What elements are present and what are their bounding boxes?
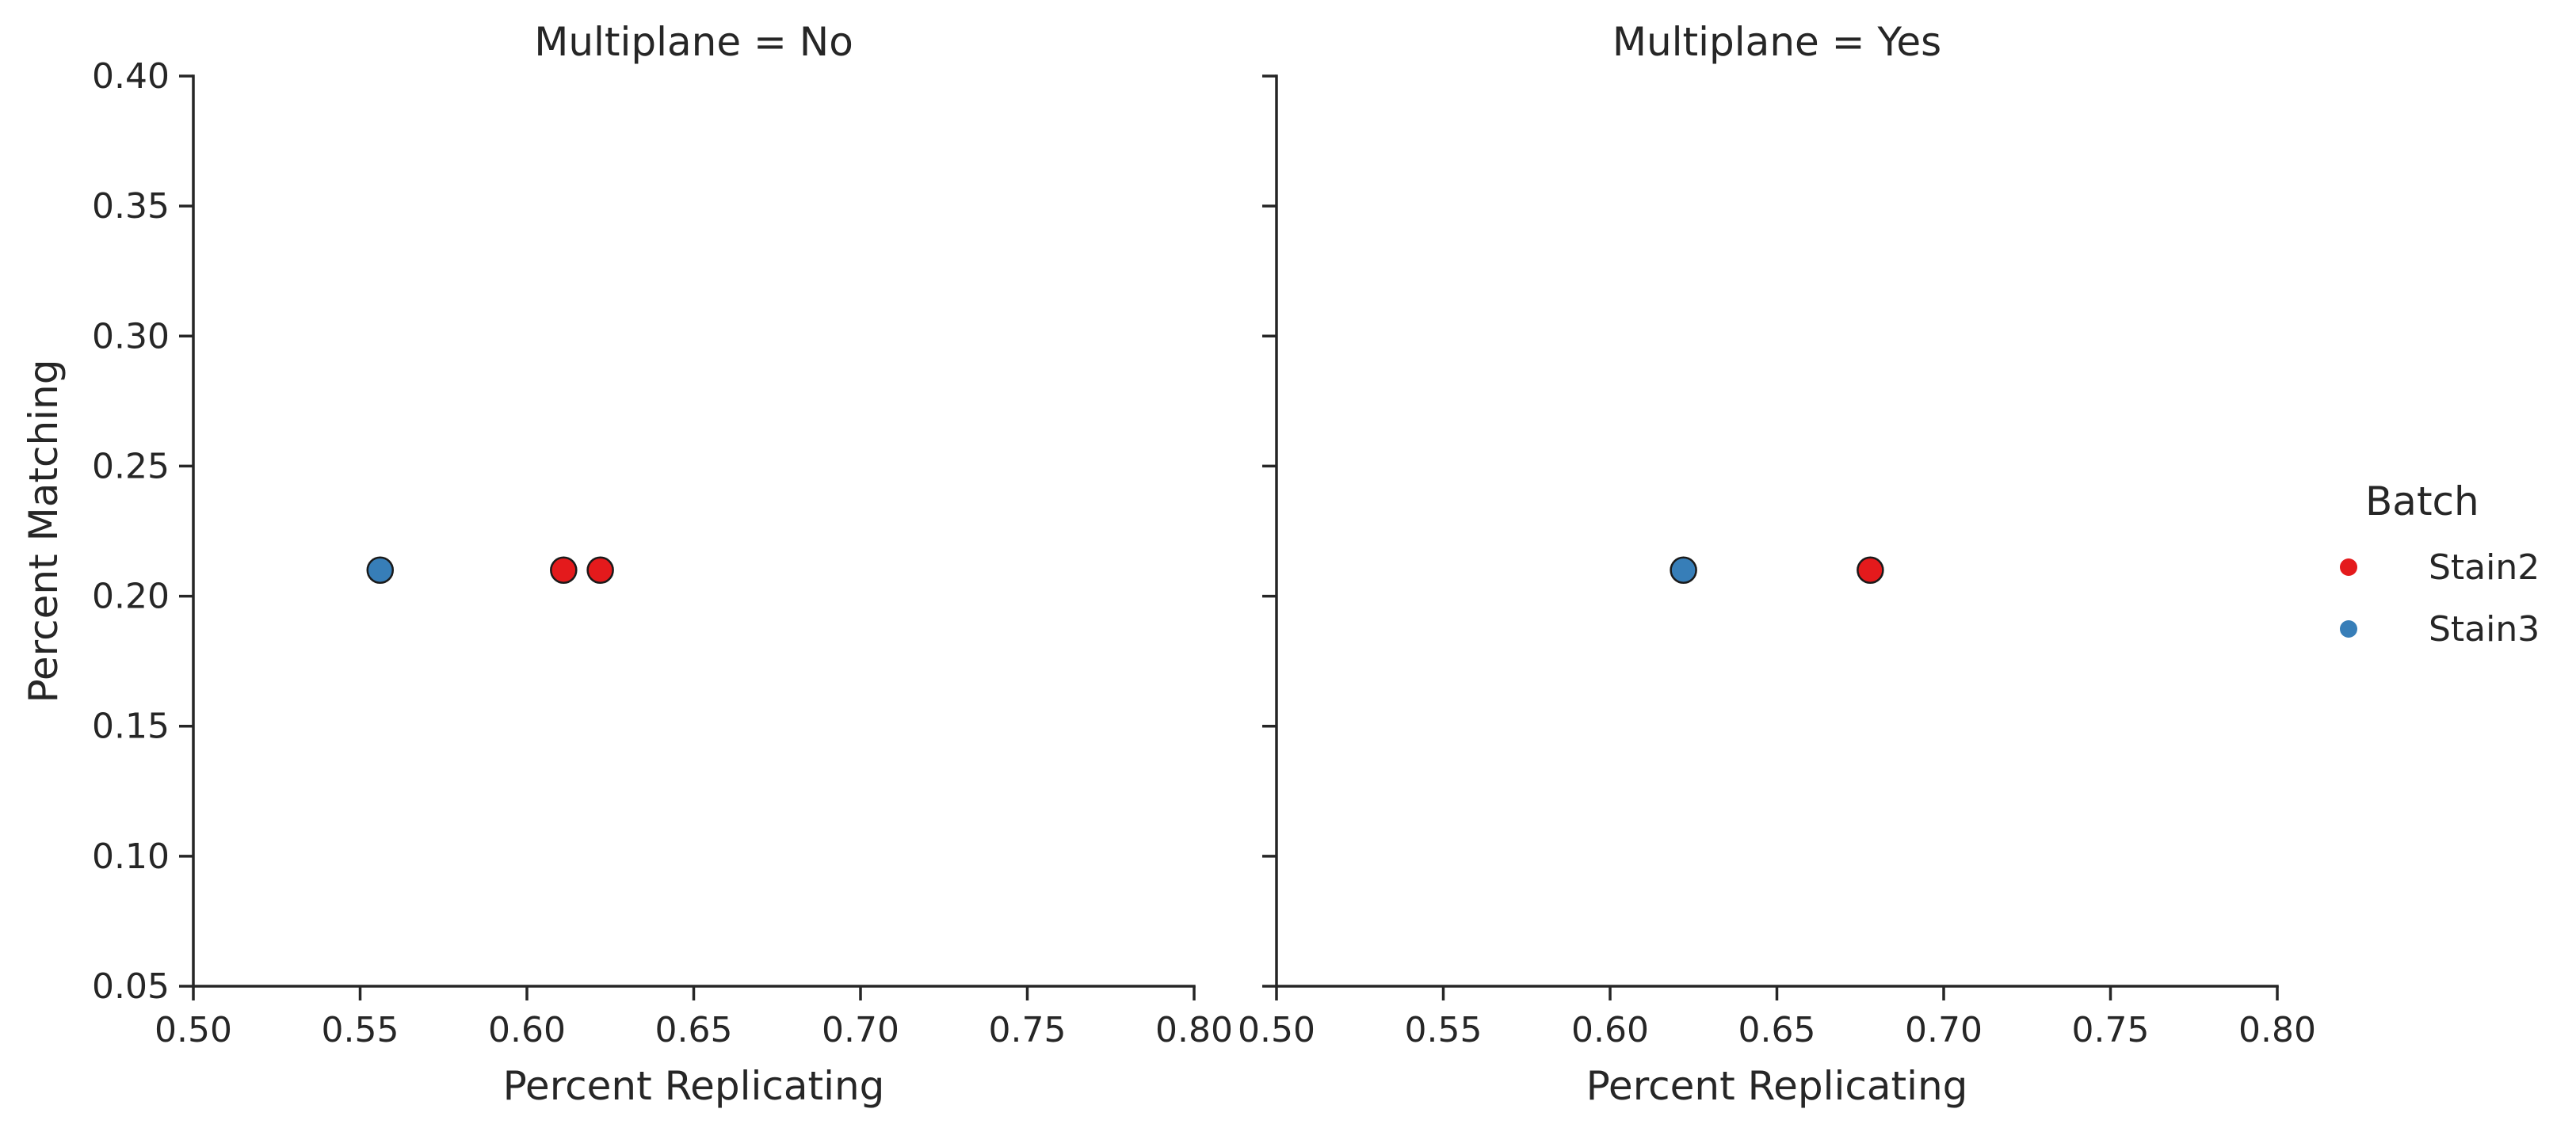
x-tick-label: 0.75 [989,1010,1067,1050]
x-axis-title: Percent Replicating [1586,1063,1968,1109]
y-tick-label: 0.05 [92,966,170,1007]
panel-title: Multiplane = No [534,19,853,65]
x-tick-label: 0.70 [1905,1010,1983,1050]
x-tick-label: 0.50 [1238,1010,1315,1050]
panels-layer: Multiplane = No 0.50 0.55 0.60 0.65 0.70 0.75 0… [21,19,2316,1109]
scatter-point-stain3 [1670,556,1697,584]
x-tick-label: 0.55 [322,1010,399,1050]
y-tick-label: 0.15 [92,707,170,747]
legend: Batch Stain2 Stain3 [2340,478,2540,650]
y-tick-label: 0.25 [92,446,170,486]
scatter-point-stain2 [1857,556,1884,584]
x-tick-label: 0.50 [155,1010,232,1050]
legend-marker-stain3 [2340,620,2357,638]
x-tick-label: 0.65 [655,1010,733,1050]
y-axis-title: Percent Matching [21,360,67,703]
scatter-point-stain2 [550,556,578,584]
y-tick-label: 0.35 [92,186,170,227]
legend-title: Batch [2365,478,2479,524]
panel-1: Multiplane = No 0.50 0.55 0.60 0.65 0.70 0.75 0… [21,19,1233,1109]
x-tick-label: 0.75 [2072,1010,2150,1050]
x-tick-label: 0.60 [488,1010,566,1050]
scatter-point-stain3 [366,556,395,584]
y-tick-label: 0.40 [92,56,170,97]
x-axis-title: Percent Replicating [503,1063,885,1109]
legend-marker-stain2 [2340,558,2357,576]
y-tick-label: 0.10 [92,836,170,877]
x-tick-label: 0.70 [822,1010,899,1050]
legend-label-stain2: Stain2 [2429,547,2540,588]
x-tick-label: 0.60 [1571,1010,1649,1050]
x-tick-label: 0.55 [1405,1010,1483,1050]
y-tick-label: 0.30 [92,316,170,356]
scatter-point-stain2 [586,556,614,584]
y-tick-label: 0.20 [92,577,170,617]
legend-label-stain3: Stain3 [2429,609,2540,650]
x-tick-label: 0.80 [2238,1010,2316,1050]
x-tick-label: 0.65 [1738,1010,1816,1050]
panel-2: Multiplane = Yes 0.50 0.55 0.60 0.65 0.70 0.75… [1238,19,2316,1109]
x-tick-label: 0.80 [1155,1010,1233,1050]
panel-title: Multiplane = Yes [1612,19,1941,65]
